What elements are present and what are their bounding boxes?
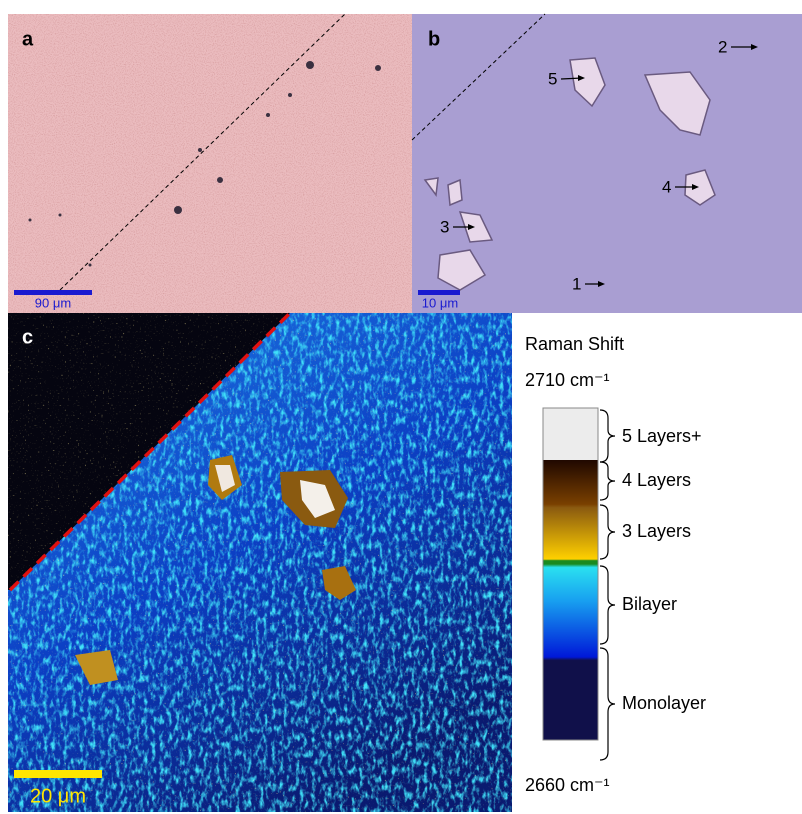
marker: 4	[662, 177, 671, 196]
colorbar-max: 2710 cm⁻¹	[525, 370, 610, 390]
colorbar-min: 2660 cm⁻¹	[525, 775, 610, 795]
marker: 1	[572, 274, 581, 293]
panel-label: a	[22, 28, 34, 50]
marker: 5	[548, 69, 557, 88]
marker: 3	[440, 217, 449, 236]
layer-label: Bilayer	[622, 594, 677, 614]
scale-bar	[14, 770, 102, 778]
panel-c	[8, 313, 512, 812]
scale-bar	[14, 290, 92, 295]
colorbar-title: Raman Shift	[525, 334, 624, 354]
layer-label: 3 Layers	[622, 521, 691, 541]
layer-label: Monolayer	[622, 693, 706, 713]
braces	[600, 410, 615, 760]
scale-bar	[418, 290, 460, 295]
layer-label: 5 Layers+	[622, 426, 702, 446]
layer-label: 4 Layers	[622, 470, 691, 490]
texture	[8, 14, 412, 313]
layer-labels: 5 Layers+ 4 Layers 3 Layers Bilayer Mono…	[622, 426, 706, 713]
figure: a 90 μm b 1 2 3 4 5 10 μm c 20 μm Raman …	[0, 0, 802, 814]
panel-label: c	[22, 326, 33, 348]
scale-label: 90 μm	[35, 295, 71, 310]
colorbar: Raman Shift 2710 cm⁻¹ 5 Layers+ 4 Layers…	[525, 334, 706, 795]
colorbar-scale	[543, 408, 598, 740]
speckle	[8, 313, 512, 812]
scale-label: 20 μm	[30, 785, 86, 807]
panel-b: b 1 2 3 4 5 10 μm	[412, 14, 802, 313]
panel-label: b	[428, 28, 440, 50]
marker: 2	[718, 37, 727, 56]
scale-label: 10 μm	[422, 295, 458, 310]
panel-a: a 90 μm	[8, 14, 412, 313]
